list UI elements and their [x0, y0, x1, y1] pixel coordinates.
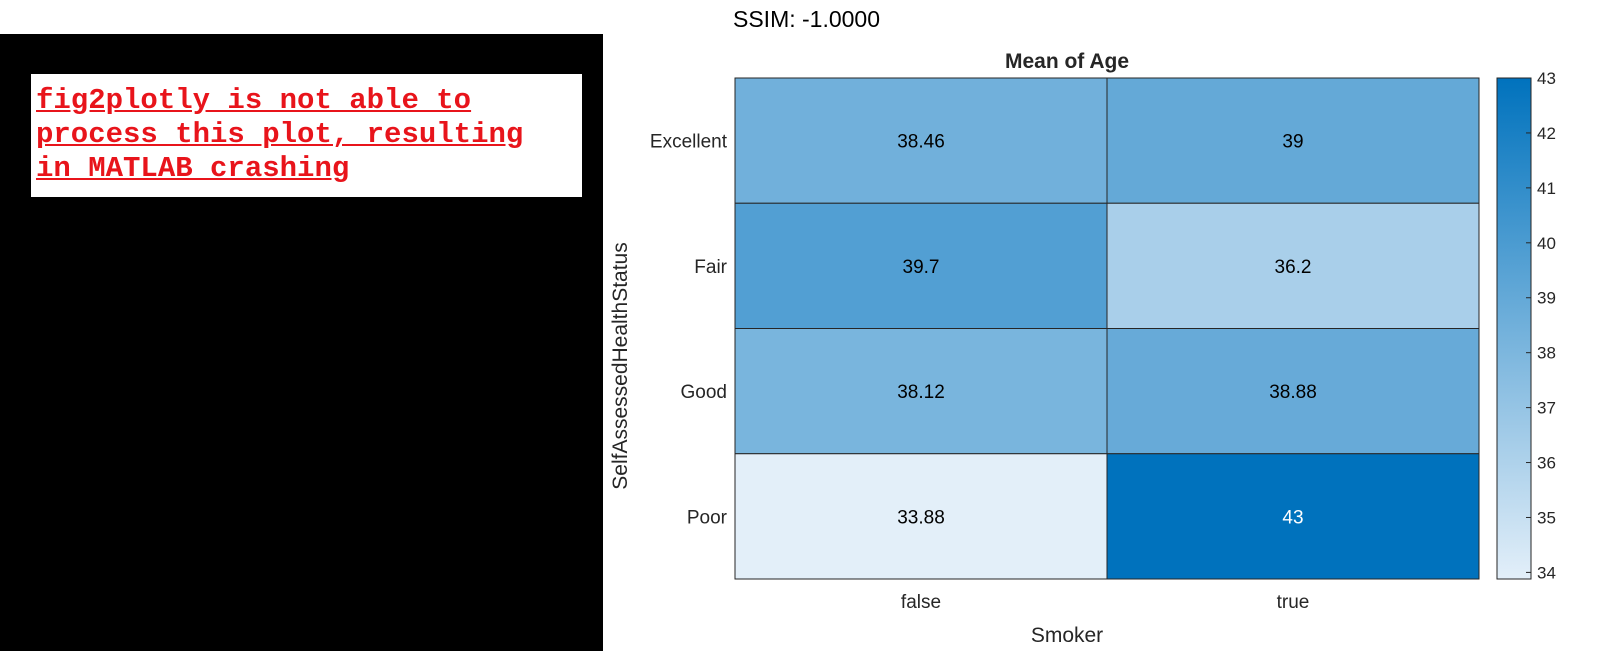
- heatmap-cell: [1106, 77, 1480, 204]
- cell-value-label: 38.88: [1269, 382, 1317, 403]
- colorbar-tick-label: 42: [1537, 124, 1556, 143]
- heatmap-cell: [734, 77, 1108, 204]
- heatmap-cell: [1106, 328, 1480, 455]
- cell-value-label: 43: [1282, 507, 1303, 528]
- colorbar-tick-label: 40: [1537, 234, 1556, 253]
- cell-value-label: 39.7: [903, 257, 940, 278]
- x-axis-label: Smoker: [1031, 624, 1103, 647]
- cell-value-label: 38.12: [897, 382, 945, 403]
- cell-value-label: 39: [1282, 132, 1303, 153]
- y-tick-label: Good: [681, 382, 727, 403]
- error-box: fig2plotly is not able to process this p…: [31, 74, 582, 197]
- heatmap-cell: [734, 202, 1108, 329]
- heatmap-cell: [734, 453, 1108, 580]
- cell-value-label: 33.88: [897, 507, 945, 528]
- colorbar-ticks: 34 35 36 37 38 39 40 41 42 43: [1526, 69, 1556, 582]
- x-tick-labels: false true: [901, 592, 1309, 613]
- y-tick-label: Fair: [694, 257, 727, 278]
- x-tick-label: false: [901, 592, 941, 613]
- ssim-label: SSIM: -1.0000: [733, 6, 881, 32]
- colorbar-tick-label: 34: [1537, 563, 1556, 582]
- colorbar-tick-label: 35: [1537, 508, 1556, 527]
- error-message: fig2plotly is not able to process this p…: [36, 84, 524, 185]
- colorbar: [1496, 77, 1532, 580]
- colorbar-tick-label: 36: [1537, 454, 1556, 473]
- heatmap-cell: [734, 328, 1108, 455]
- heatmap-chart: Mean of Age 38.46 39 39.7 36.2 38.12 38.88 33.…: [609, 50, 1556, 647]
- cell-value-label: 38.46: [897, 132, 945, 153]
- heatmap-cell: [1106, 453, 1480, 580]
- x-tick-label: true: [1277, 592, 1310, 613]
- y-tick-label: Poor: [687, 507, 728, 528]
- colorbar-tick-label: 37: [1537, 399, 1556, 418]
- y-axis-label: SelfAssessedHealthStatus: [609, 242, 632, 489]
- y-tick-labels: Excellent Fair Good Poor: [650, 132, 728, 529]
- colorbar-tick-label: 41: [1537, 179, 1556, 198]
- colorbar-tick-label: 39: [1537, 289, 1556, 308]
- heatmap-cell: [1106, 202, 1480, 329]
- colorbar-tick-label: 38: [1537, 344, 1556, 363]
- chart-title: Mean of Age: [1005, 50, 1129, 73]
- y-tick-label: Excellent: [650, 132, 728, 153]
- heatmap-cell-labels: 38.46 39 39.7 36.2 38.12 38.88 33.88 43: [897, 132, 1317, 529]
- heatmap-cells: [734, 77, 1480, 580]
- cell-value-label: 36.2: [1275, 257, 1312, 278]
- error-panel: fig2plotly is not able to process this p…: [0, 34, 603, 651]
- colorbar-tick-label: 43: [1537, 69, 1556, 88]
